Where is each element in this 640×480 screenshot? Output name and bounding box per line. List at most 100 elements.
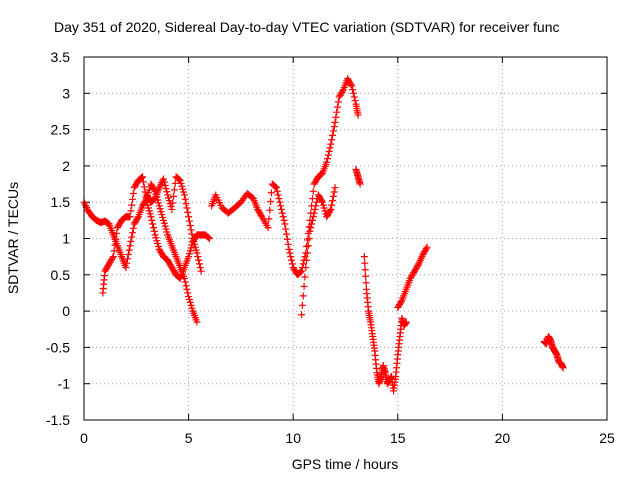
data-point: [414, 261, 422, 269]
data-point: [206, 235, 214, 242]
data-point: [327, 205, 335, 213]
data-point: [175, 176, 183, 184]
data-point: [326, 144, 334, 152]
data-point: [351, 97, 359, 105]
data-point: [287, 253, 295, 261]
data-point: [307, 224, 315, 232]
y-tick-label: 2: [62, 158, 70, 174]
data-point: [184, 208, 192, 216]
data-point: [109, 253, 117, 261]
data-point: [162, 185, 170, 193]
data-point: [170, 192, 178, 200]
data-point: [139, 173, 147, 181]
x-tick-label: 10: [285, 430, 301, 446]
data-point: [276, 198, 284, 206]
y-axis-label: SDTVAR / TECUs: [5, 182, 21, 294]
data-point: [331, 184, 339, 192]
data-point: [361, 266, 369, 274]
data-point: [185, 217, 193, 225]
data-point: [181, 278, 189, 286]
data-point: [296, 269, 304, 277]
y-tick-label: 3: [62, 85, 70, 101]
data-point: [185, 213, 193, 221]
data-point: [184, 289, 192, 297]
data-point: [559, 364, 567, 372]
data-point: [423, 243, 431, 251]
data-point: [360, 253, 368, 261]
data-point: [272, 183, 280, 191]
data-point: [318, 197, 326, 205]
data-point: [279, 213, 287, 221]
data-point: [278, 209, 286, 217]
data-point: [286, 249, 294, 257]
data-point: [186, 221, 194, 229]
series-3: [143, 173, 205, 275]
data-point: [129, 195, 137, 203]
data-point: [331, 118, 339, 126]
data-point: [277, 202, 285, 210]
data-point: [175, 274, 183, 282]
x-tick-label: 20: [495, 430, 511, 446]
data-mark-layer: [80, 75, 567, 395]
data-point: [195, 256, 203, 264]
y-tick-label: 0.5: [51, 267, 71, 283]
data-point: [306, 227, 314, 235]
data-point: [205, 234, 213, 242]
data-point: [327, 140, 335, 148]
data-point: [127, 207, 135, 215]
data-point: [129, 189, 137, 197]
y-tick-label: 3.5: [51, 49, 71, 65]
data-point: [330, 123, 338, 131]
data-point: [149, 224, 157, 232]
data-point: [310, 209, 318, 217]
data-point: [267, 197, 275, 205]
data-point: [127, 237, 135, 245]
data-point: [354, 111, 362, 119]
data-point: [183, 285, 191, 293]
data-point: [299, 260, 307, 268]
data-point: [312, 202, 320, 210]
data-point: [308, 216, 316, 224]
data-point: [329, 197, 337, 205]
data-point: [267, 189, 275, 197]
data-point: [303, 242, 311, 250]
data-point: [137, 174, 145, 182]
series-2: [99, 173, 214, 297]
data-point: [334, 103, 342, 111]
data-point: [193, 249, 201, 257]
data-point: [330, 188, 338, 196]
data-point: [334, 98, 342, 106]
data-point: [138, 174, 146, 182]
data-point: [163, 188, 171, 196]
data-point: [134, 214, 142, 222]
tick-label-layer: 0 5 10 15 20 25 -1.5 -1 -0.5 0 0.5 1 1.5 2 2.5 3 3.5: [46, 49, 615, 446]
series-6: [352, 166, 364, 188]
data-point: [305, 235, 313, 242]
data-point: [149, 196, 157, 204]
x-tick-label: 5: [185, 430, 193, 446]
data-point: [170, 186, 178, 194]
plot-frame: [83, 56, 608, 421]
series-7: [360, 253, 410, 395]
data-point: [309, 213, 317, 221]
data-point: [349, 89, 357, 97]
data-point: [272, 184, 280, 192]
data-point: [126, 213, 134, 221]
data-point: [274, 191, 282, 199]
data-point: [302, 264, 310, 272]
data-point: [283, 235, 291, 243]
data-point: [195, 260, 203, 268]
data-point: [171, 179, 179, 187]
y-tick-label: 1.5: [51, 194, 71, 210]
x-tick-label: 0: [80, 430, 88, 446]
data-point: [108, 254, 116, 262]
y-tick-label: -1.5: [46, 412, 70, 428]
y-tick-label: 1: [62, 231, 70, 247]
data-point: [150, 227, 158, 235]
data-point: [159, 175, 167, 183]
data-point: [180, 191, 188, 199]
data-point: [188, 230, 196, 238]
data-point: [129, 224, 137, 232]
data-point: [297, 268, 305, 276]
data-point: [112, 235, 120, 243]
